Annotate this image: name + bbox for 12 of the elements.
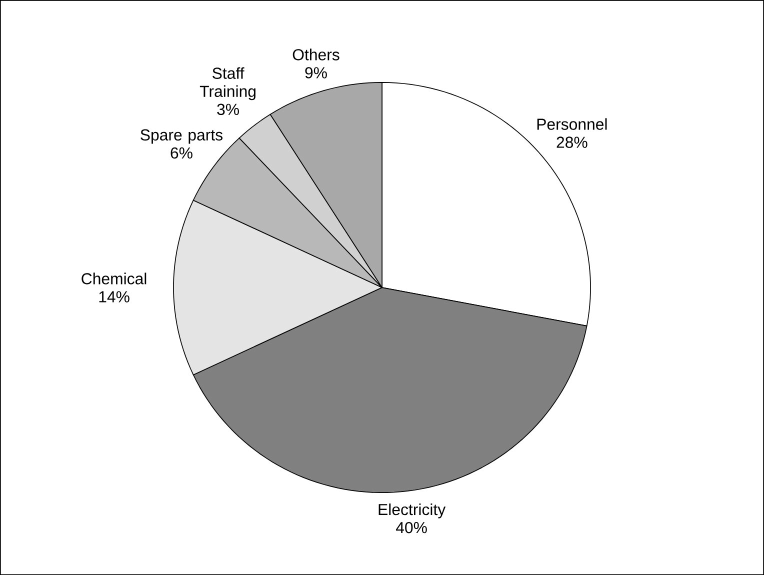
slice-label: Others: [292, 48, 340, 60]
data-label: 6%: [170, 147, 192, 159]
data-label: 3%: [217, 104, 239, 116]
slice-label: Personnel: [537, 118, 607, 130]
data-label: 40%: [396, 522, 427, 534]
slice-label: Staff Training: [200, 67, 256, 100]
slice-label: Chemical: [82, 272, 146, 284]
slice-label: Electricity: [378, 503, 446, 518]
data-label: 28%: [556, 136, 588, 148]
slice-label: Spare parts: [140, 129, 222, 144]
data-label: 9%: [305, 67, 327, 78]
data-label: 14%: [99, 291, 130, 302]
